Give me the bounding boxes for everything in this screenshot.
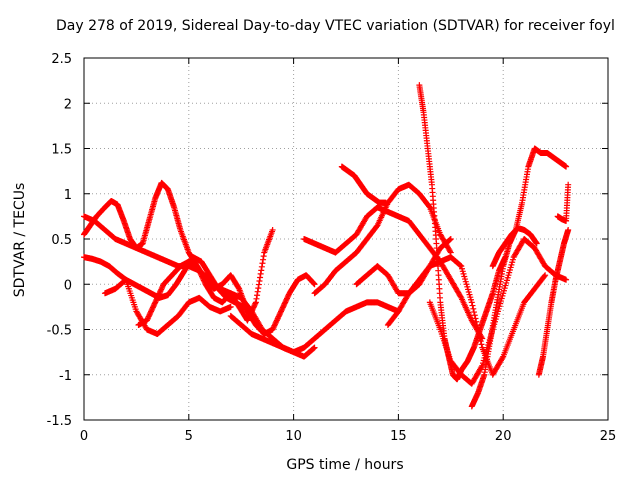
series-sat-o xyxy=(489,225,540,270)
data-point xyxy=(563,163,570,170)
data-point xyxy=(472,315,479,322)
data-point xyxy=(499,354,506,361)
x-tick-label: 15 xyxy=(390,429,407,444)
y-tick-label: 0.5 xyxy=(51,233,72,248)
series-sat-e xyxy=(135,258,318,338)
plot-frame xyxy=(83,57,609,421)
y-tick-label: 2.5 xyxy=(51,52,72,67)
chart-title: Day 278 of 2019, Sidereal Day-to-day VTE… xyxy=(56,18,615,34)
y-tick-label: -1.5 xyxy=(47,414,72,429)
data-point xyxy=(471,309,478,316)
data-point xyxy=(310,345,317,352)
data-point xyxy=(474,321,480,328)
series-sat-q xyxy=(554,181,572,224)
data-point xyxy=(447,248,454,255)
series-sat-f xyxy=(227,299,402,356)
y-tick-label: -1 xyxy=(59,369,72,384)
data-point xyxy=(533,240,540,247)
grid-layer xyxy=(84,58,608,420)
data-point xyxy=(269,226,276,233)
series-sat-i xyxy=(311,181,454,297)
series-sat-h xyxy=(338,163,389,206)
y-tick-label: 2 xyxy=(64,97,72,112)
data-point xyxy=(311,344,318,351)
data-point xyxy=(542,272,549,279)
y-tick-label: 1.5 xyxy=(51,143,72,158)
data-point xyxy=(447,236,454,242)
tick-layer: 0 5 10 15 20 25 -1.5 -1 -0.5 0 0.5 1 1.5 2 2.5 xyxy=(47,52,617,444)
data-point xyxy=(227,303,234,310)
data-point xyxy=(468,299,475,306)
x-tick-label: 20 xyxy=(495,429,512,444)
x-axis-label: GPS time / hours xyxy=(286,457,404,473)
data-point xyxy=(541,273,548,280)
y-axis-label: SDTVAR / TECUs xyxy=(12,182,28,298)
data-point xyxy=(470,305,477,312)
data-point xyxy=(565,226,572,233)
y-tick-label: 1 xyxy=(64,188,72,203)
data-point xyxy=(447,236,454,243)
data-point xyxy=(473,318,480,325)
data-point xyxy=(469,302,476,309)
y-tick-label: -0.5 xyxy=(47,324,72,339)
x-tick-label: 10 xyxy=(285,429,302,444)
x-tick-label: 0 xyxy=(80,429,88,444)
series-sat-p xyxy=(535,226,572,378)
data-point xyxy=(478,341,485,348)
x-tick-label: 5 xyxy=(185,429,193,444)
data-point xyxy=(565,181,572,188)
x-tick-label: 25 xyxy=(600,429,617,444)
data-point xyxy=(311,281,318,288)
data-points xyxy=(81,82,572,410)
series-sat-k xyxy=(384,254,549,378)
data-point xyxy=(471,312,478,319)
plot-border xyxy=(83,57,609,421)
data-point xyxy=(563,276,570,283)
series-sat-l xyxy=(416,82,509,383)
data-point xyxy=(457,262,464,269)
y-tick-label: 0 xyxy=(64,278,72,293)
